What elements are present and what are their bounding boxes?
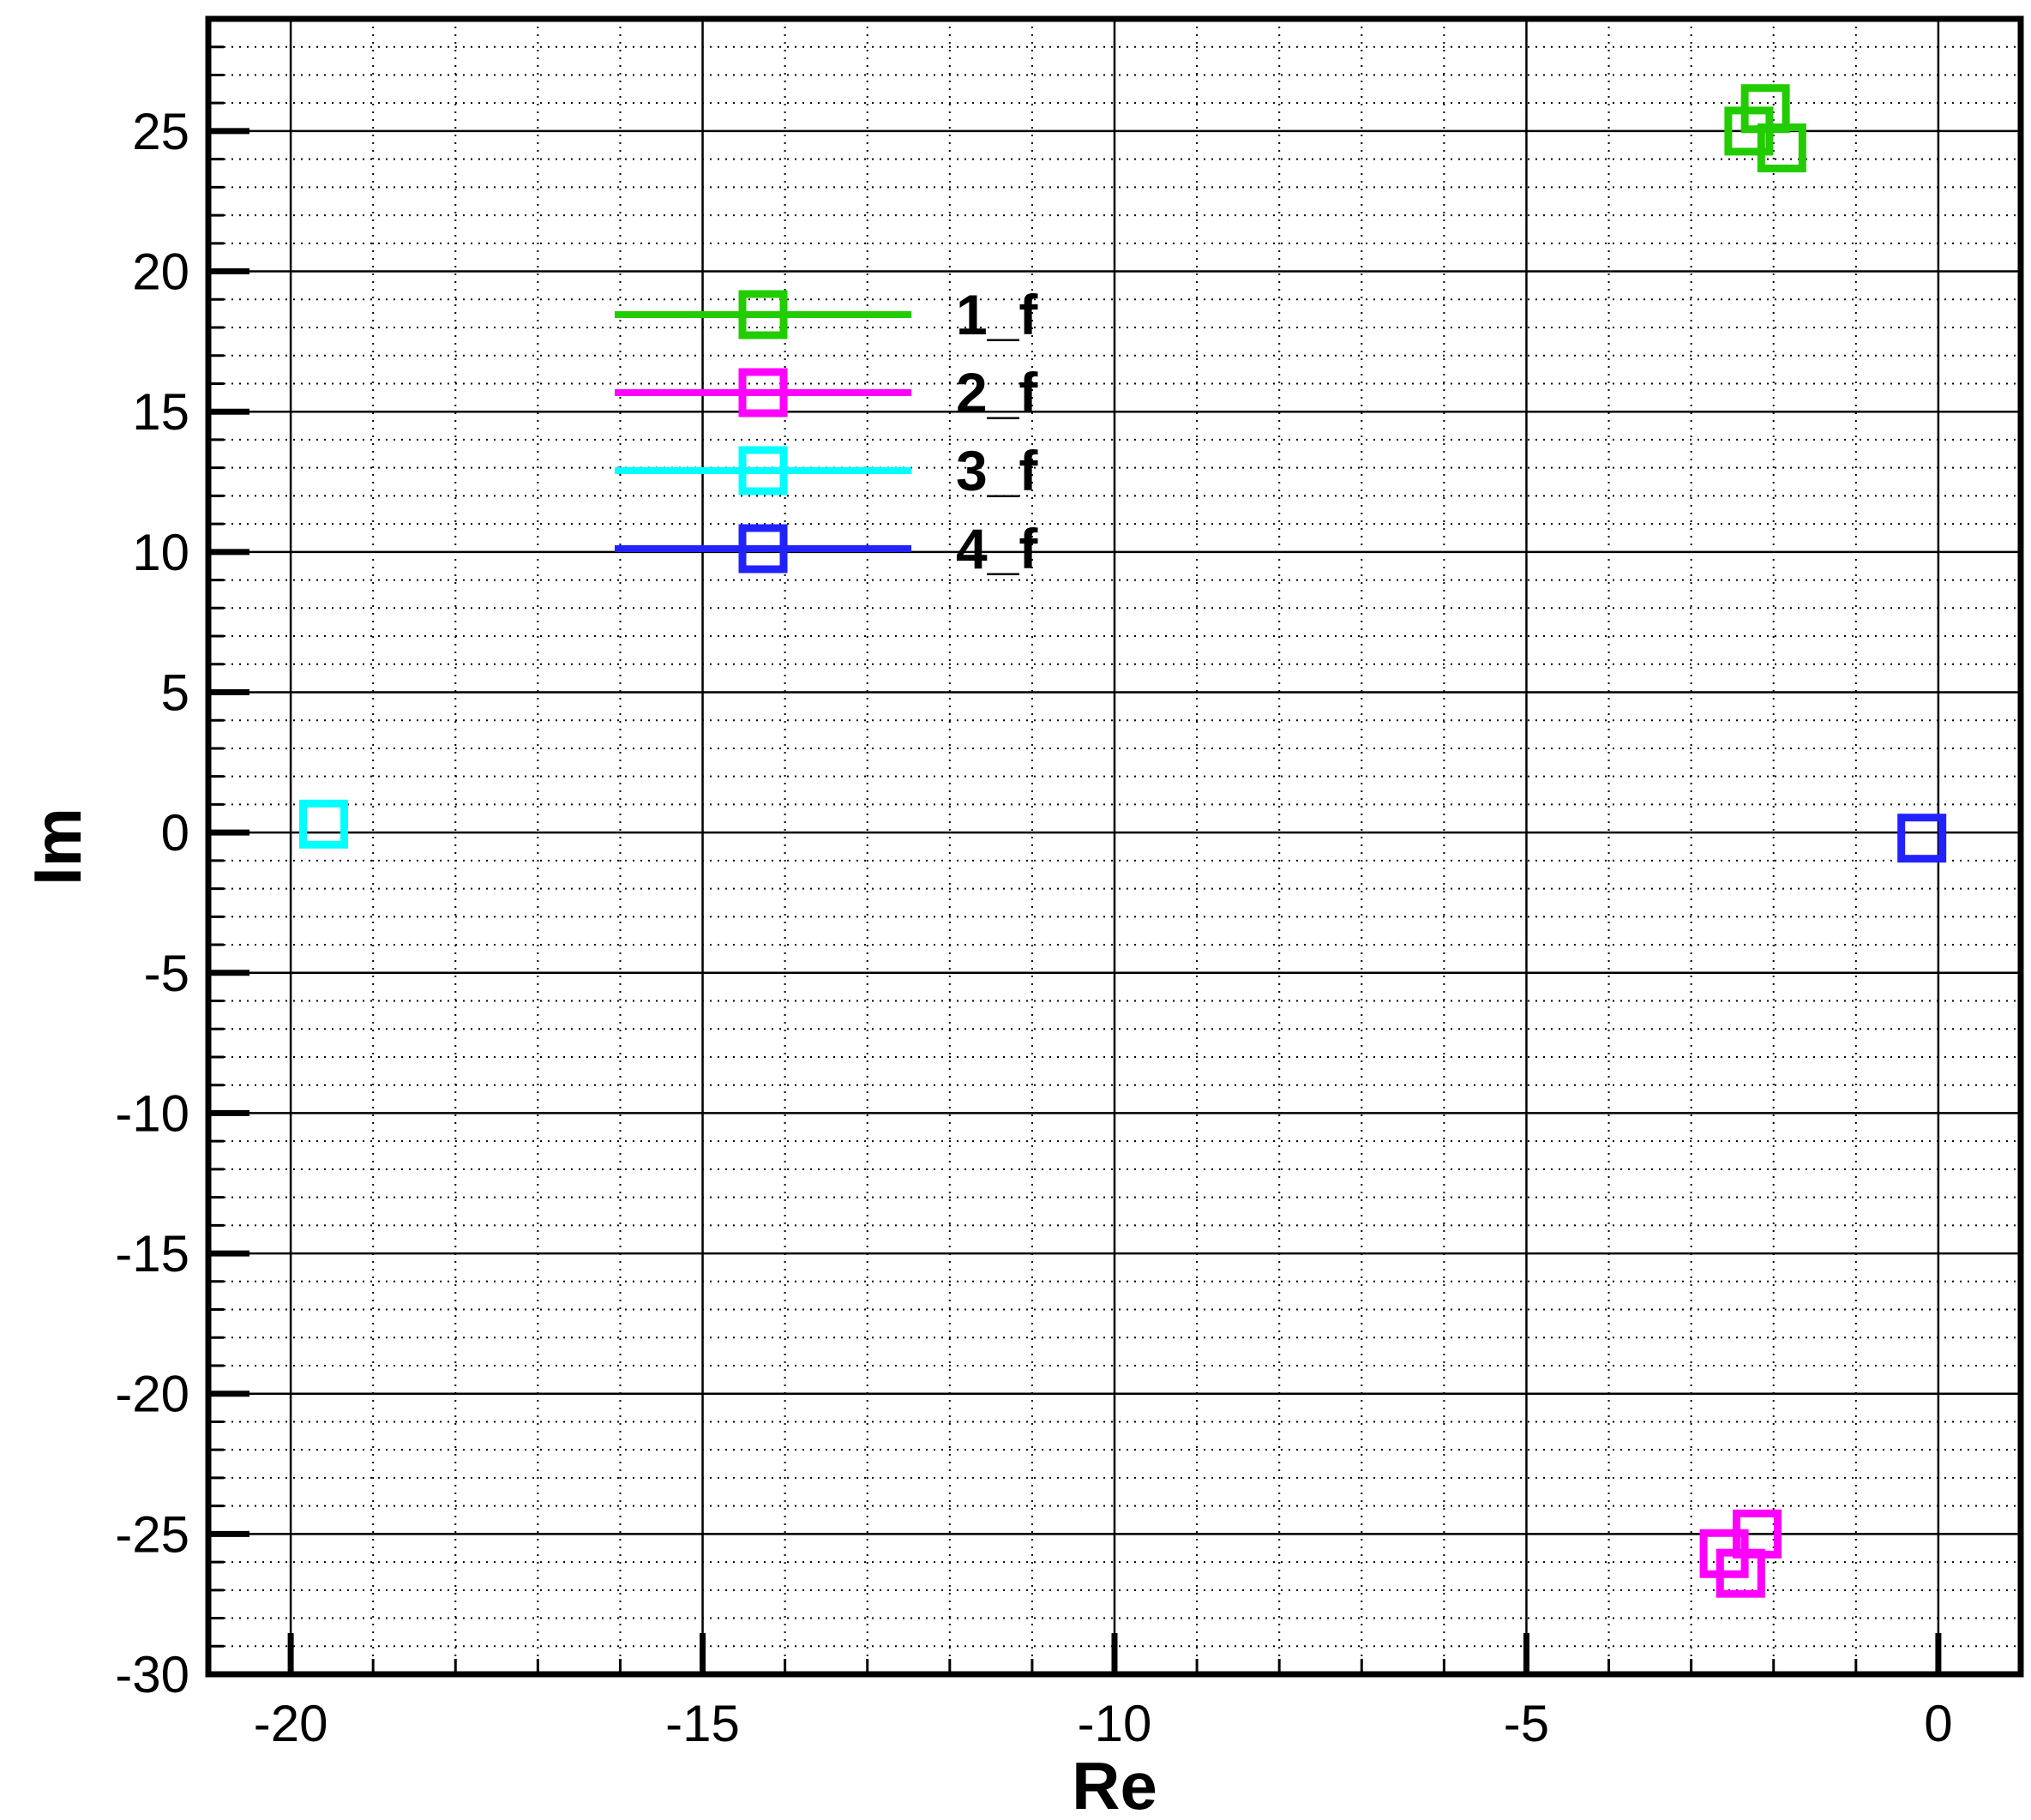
y-tick-label: 0 [161, 804, 189, 862]
data-point-2_f [1716, 1548, 1765, 1598]
data-point-4_f [1897, 814, 1947, 863]
x-tick-label: 0 [1924, 1695, 1952, 1752]
x-tick-label: -20 [254, 1695, 328, 1752]
legend: 1_f 2_f 3_f 4_f [615, 283, 1038, 580]
y-tick-label: -30 [115, 1646, 189, 1703]
legend-item-4_f: 4_f [615, 517, 1038, 580]
x-tick-label: -15 [665, 1695, 740, 1752]
legend-marker [738, 524, 788, 574]
legend-label: 1_f [956, 283, 1038, 346]
legend-marker [738, 446, 788, 496]
y-tick-label: -5 [144, 945, 189, 1002]
minor-gridlines [207, 18, 2022, 1674]
major-gridlines [208, 19, 2021, 1676]
y-tick-label: -15 [115, 1225, 189, 1282]
legend-label: 4_f [956, 517, 1038, 580]
tick-labels: -20 -15 -10 -5 0 25 20 15 10 5 0 -5 -10 -15 -20 -25 -30 [115, 103, 1952, 1752]
legend-label: 3_f [956, 439, 1038, 502]
y-tick-label: 15 [132, 383, 189, 441]
y-tick-label: 25 [132, 103, 189, 160]
legend-label: 2_f [956, 361, 1038, 424]
x-tick-label: -10 [1078, 1695, 1152, 1752]
legend-marker [738, 290, 788, 339]
data-point-1_f [1757, 123, 1806, 173]
y-tick-label: -25 [115, 1505, 189, 1563]
legend-item-2_f: 2_f [615, 361, 1038, 424]
legend-item-1_f: 1_f [615, 283, 1038, 346]
x-tick-label: -5 [1504, 1695, 1549, 1752]
y-tick-label: -20 [115, 1366, 189, 1423]
y-tick-label: 10 [132, 524, 189, 581]
legend-item-3_f: 3_f [615, 439, 1038, 502]
y-tick-label: -10 [115, 1084, 189, 1142]
x-axis-title: Re [1072, 1748, 1157, 1820]
y-tick-label: 5 [161, 664, 189, 721]
data-point-3_f [299, 799, 349, 849]
y-axis-title: Im [20, 808, 95, 886]
data-points [299, 84, 1947, 1598]
plot-frame [205, 15, 2024, 1678]
y-tick-label: 20 [132, 243, 189, 301]
legend-marker [738, 368, 788, 417]
